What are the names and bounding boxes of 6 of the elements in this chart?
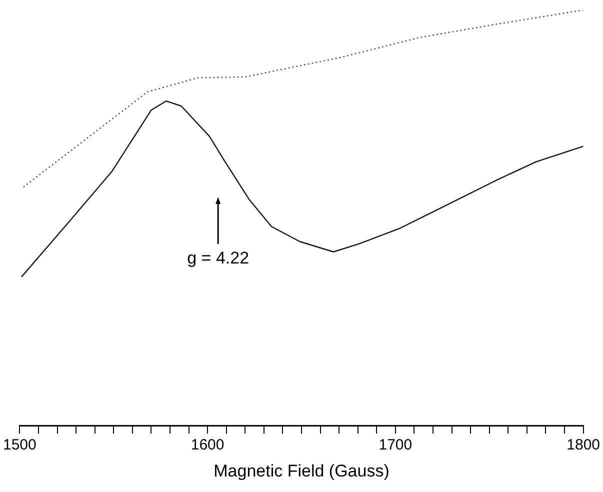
- x-tick-label: 1700: [378, 436, 412, 454]
- x-tick-label: 1500: [2, 436, 36, 454]
- x-axis-title: Magnetic Field (Gauss): [214, 461, 390, 480]
- annotation: g = 4.22: [187, 248, 250, 268]
- x-tick-label: 1800: [566, 436, 600, 454]
- x-tick-label: 1600: [190, 436, 224, 454]
